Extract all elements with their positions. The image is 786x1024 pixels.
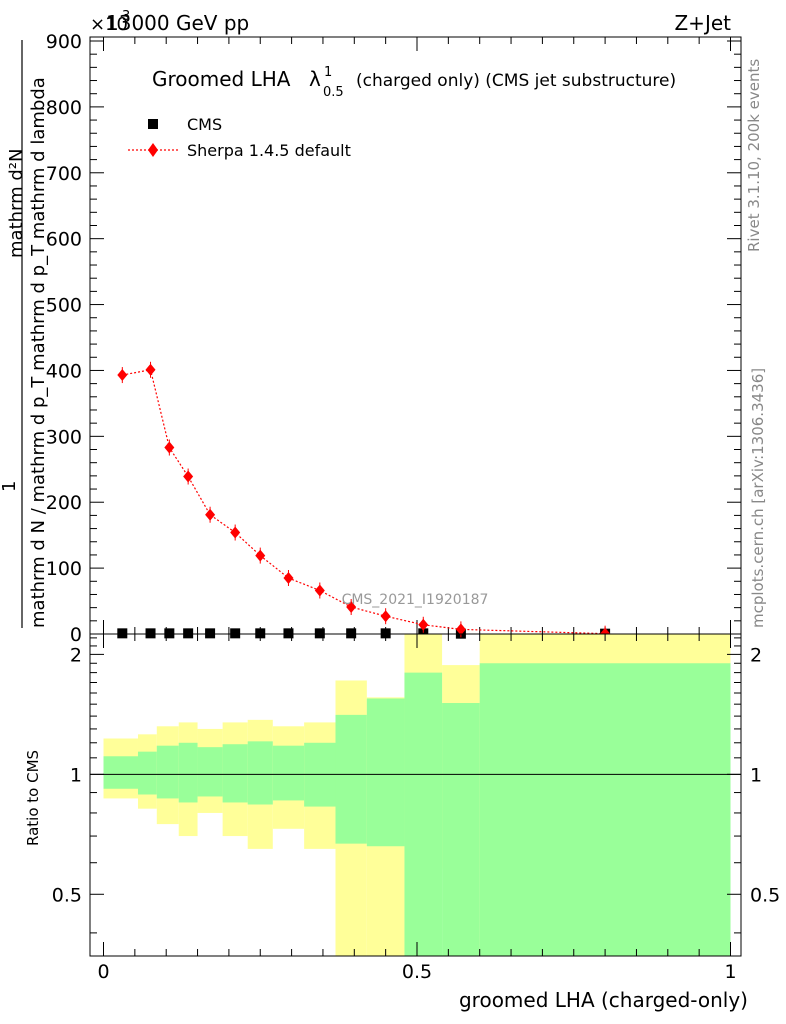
x-tick-label: 0 — [97, 961, 109, 983]
legend-sherpa-marker — [148, 143, 158, 157]
main-y-tick-label: 300 — [46, 426, 82, 448]
main-plot-panel: 0 100 200 300 400 500 600 700 800 900 Groomed LHA… — [0, 31, 742, 646]
cms-point — [205, 628, 216, 639]
cms-point — [183, 628, 194, 639]
main-y-axis-label: mathrm d²N 1 mathrm d N / mathrm d p_T m… — [0, 40, 49, 628]
ratio-bands — [103, 634, 731, 956]
cms-point — [380, 628, 391, 639]
sherpa-point — [183, 470, 194, 483]
cms-point — [418, 628, 429, 639]
title-suffix: (charged only) (CMS jet substructure) — [356, 71, 676, 91]
sherpa-point — [164, 441, 175, 454]
main-y-tick-label: 500 — [46, 295, 82, 317]
y-label-one: 1 — [0, 481, 20, 492]
mcplots-label: mcplots.cern.ch [arXiv:1306.3436] — [749, 368, 767, 628]
x-tick-label: 0.5 — [402, 961, 432, 983]
cms-point — [230, 628, 241, 639]
main-y-tick-label: 400 — [46, 360, 82, 382]
cms-point — [164, 628, 175, 639]
energy-label: 13000 GeV pp — [106, 11, 249, 35]
ratio-stat-band — [272, 745, 305, 801]
ratio-y-tick-label-right: 2 — [750, 644, 762, 666]
main-y-tick-label: 800 — [46, 97, 82, 119]
ratio-y-ticks: 0.5 0.5 1 1 2 2 — [52, 637, 780, 934]
sherpa-point — [205, 508, 216, 521]
ratio-stat-band — [404, 672, 443, 956]
ratio-y-tick-label-right: 0.5 — [750, 884, 780, 906]
main-y-tick-label: 900 — [46, 31, 82, 53]
sherpa-point — [145, 363, 156, 376]
sherpa-point — [255, 549, 266, 562]
sherpa-point — [230, 526, 241, 539]
ratio-y-tick-label: 2 — [70, 644, 82, 666]
x-tick-label: 1 — [724, 961, 736, 983]
sherpa-point — [283, 571, 294, 584]
ratio-y-tick-label-right: 1 — [750, 764, 762, 786]
legend-cms-marker — [148, 119, 158, 129]
ratio-stat-band — [479, 663, 731, 956]
main-y-tick-label: 200 — [46, 492, 82, 514]
sherpa-point — [380, 610, 391, 623]
ratio-stat-band — [137, 751, 157, 795]
analysis-watermark: CMS_2021_I1920187 — [342, 592, 489, 608]
ratio-stat-band — [103, 756, 138, 789]
cms-point — [145, 628, 156, 639]
sherpa-point — [455, 623, 466, 636]
title-sub: 0.5 — [323, 85, 344, 100]
y-exponent: ×10 3 — [90, 9, 130, 35]
main-y-tick-label: 0 — [70, 624, 82, 646]
ratio-panel: 0.5 0.51 12 2 0 0.5 1 Ratio to CMS groomed LH… — [24, 633, 780, 1012]
y-label-denominator: mathrm d N / mathrm d p_T mathrm d p_T m… — [28, 77, 49, 628]
ratio-y-axis-label: Ratio to CMS — [24, 750, 42, 846]
process-label: Z+Jet — [674, 11, 731, 35]
ratio-x-ticks: 0 0.5 1 — [97, 634, 737, 983]
ratio-stat-band — [156, 745, 179, 799]
x-axis-label: groomed LHA (charged-only) — [459, 988, 748, 1012]
legend-sherpa-label: Sherpa 1.4.5 default — [187, 141, 351, 160]
cms-point — [117, 628, 128, 639]
cms-point — [283, 628, 294, 639]
sherpa-point — [117, 369, 128, 382]
plot-title: Groomed LHA λ 1 0.5 (charged only) (CMS … — [152, 65, 676, 100]
ratio-stat-band — [335, 714, 367, 844]
cms-point — [346, 628, 357, 639]
cms-point — [255, 628, 266, 639]
ratio-y-tick-label: 0.5 — [52, 884, 82, 906]
sherpa-point — [346, 600, 357, 613]
main-y-tick-label: 600 — [46, 229, 82, 251]
ratio-y-tick-label: 1 — [70, 764, 82, 786]
y-label-line1: mathrm d²N — [6, 149, 27, 258]
title-main: Groomed LHA — [152, 67, 291, 91]
title-sup: 1 — [324, 65, 332, 80]
main-y-tick-label: 100 — [46, 558, 82, 580]
ratio-stat-band — [247, 741, 273, 805]
ratio-stat-band — [442, 703, 480, 956]
ratio-plot-frame — [89, 633, 742, 957]
sherpa-point — [418, 618, 429, 631]
cms-point — [314, 628, 325, 639]
y-exponent-base: ×10 — [90, 14, 128, 35]
ratio-stat-band — [222, 744, 248, 803]
legend-cms-label: CMS — [187, 115, 222, 134]
ratio-stat-band — [178, 742, 198, 803]
sherpa-line — [122, 369, 606, 635]
rivet-label: Rivet 3.1.10, 200k events — [745, 59, 763, 252]
ratio-stat-band — [366, 698, 405, 847]
legend: CMS Sherpa 1.4.5 default — [128, 115, 351, 160]
y-exponent-power: 3 — [122, 9, 130, 24]
title-symbol: λ — [309, 67, 321, 91]
ratio-stat-band — [197, 747, 223, 797]
sherpa-point — [314, 584, 325, 597]
main-y-tick-label: 700 — [46, 163, 82, 185]
main-y-ticks: 0 100 200 300 400 500 600 700 800 900 — [46, 31, 741, 646]
